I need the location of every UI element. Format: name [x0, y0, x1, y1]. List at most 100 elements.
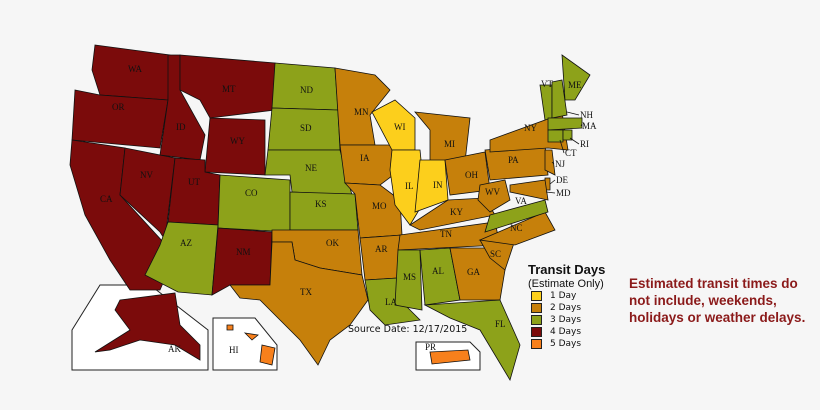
state-label: VT	[541, 79, 553, 89]
legend-swatch	[531, 291, 542, 301]
legend-subtitle: (Estimate Only)	[528, 278, 604, 290]
state-label: WI	[394, 122, 406, 132]
state-ri[interactable]	[562, 129, 573, 141]
state-label: NJ	[555, 159, 565, 169]
state-wv[interactable]	[477, 179, 511, 213]
state-label: NM	[236, 247, 251, 257]
state-ak[interactable]	[94, 292, 201, 361]
state-label: MS	[403, 272, 416, 282]
leader-line	[551, 161, 555, 165]
legend-label: 3 Days	[550, 315, 582, 325]
legend-title: Transit Days	[528, 262, 606, 277]
leader-line	[566, 111, 580, 116]
legend: Transit Days (Estimate Only) 1 Day 2 Days…	[528, 262, 605, 350]
legend-swatch	[531, 327, 542, 337]
state-label: RI	[580, 139, 589, 149]
state-nh[interactable]	[551, 79, 568, 119]
state-vt[interactable]	[539, 84, 553, 121]
state-label: KS	[315, 199, 327, 209]
state-fl[interactable]	[423, 299, 521, 381]
state-mi[interactable]	[414, 111, 471, 163]
state-label: WY	[230, 136, 245, 146]
state-label: IL	[405, 181, 414, 191]
legend-label: 1 Day	[550, 291, 577, 301]
state-label: TN	[440, 229, 452, 239]
state-label: CO	[245, 188, 258, 198]
state-label: VA	[515, 196, 527, 206]
leader-line	[549, 179, 556, 185]
legend-item: 4 Days	[531, 326, 605, 338]
state-label: NV	[140, 170, 153, 180]
legend-label: 2 Days	[550, 303, 582, 313]
state-label: ND	[300, 85, 313, 95]
state-label: SC	[490, 249, 501, 259]
state-ar[interactable]	[359, 234, 403, 281]
state-wi[interactable]	[371, 99, 416, 151]
state-pr[interactable]	[429, 349, 471, 365]
state-wy[interactable]	[204, 117, 266, 176]
state-nc[interactable]	[478, 211, 556, 246]
legend-label: 4 Days	[550, 327, 582, 337]
state-label: IN	[433, 180, 443, 190]
state-label: SD	[300, 123, 312, 133]
leader-line	[545, 191, 556, 194]
state-label: KY	[450, 207, 463, 217]
state-hi[interactable]	[259, 344, 276, 366]
state-label: ME	[568, 80, 582, 90]
state-label: PR	[425, 342, 436, 352]
state-label: OH	[465, 170, 478, 180]
state-label: NY	[524, 123, 537, 133]
state-me[interactable]	[561, 54, 591, 101]
state-label: LA	[385, 297, 397, 307]
state-label: ID	[176, 122, 186, 132]
state-label: OK	[326, 238, 339, 248]
state-ia[interactable]	[339, 144, 401, 186]
state-tx[interactable]	[229, 241, 369, 366]
state-label: NH	[580, 110, 593, 120]
state-label: AL	[432, 266, 444, 276]
state-ks[interactable]	[289, 191, 359, 231]
state-label: NC	[510, 223, 523, 233]
state-va[interactable]	[484, 199, 549, 233]
state-label: GA	[467, 267, 480, 277]
state-co[interactable]	[217, 174, 291, 233]
legend-swatch	[531, 315, 542, 325]
state-label: AK	[168, 344, 181, 354]
state-label: UT	[188, 177, 200, 187]
leader-line	[569, 137, 580, 145]
state-ms[interactable]	[394, 249, 423, 311]
state-label: DE	[556, 175, 568, 185]
state-or[interactable]	[71, 89, 169, 149]
state-label: MN	[354, 107, 369, 117]
state-label: MT	[222, 84, 236, 94]
state-label: AZ	[180, 238, 192, 248]
state-hi[interactable]	[226, 324, 234, 331]
legend-swatch	[531, 303, 542, 313]
source-date: Source Date: 12/17/2015	[348, 324, 468, 335]
state-label: WA	[128, 64, 142, 74]
state-nj[interactable]	[544, 149, 556, 176]
state-ma[interactable]	[547, 117, 583, 131]
state-md[interactable]	[509, 179, 549, 201]
legend-item: 1 Day	[531, 290, 605, 302]
state-nv[interactable]	[119, 147, 176, 242]
state-label: MD	[556, 188, 571, 198]
state-label: MO	[372, 201, 387, 211]
state-ct[interactable]	[547, 129, 564, 143]
state-label: FL	[495, 319, 506, 329]
state-label: CT	[565, 148, 577, 158]
state-label: MI	[444, 139, 455, 149]
leader-line	[580, 123, 583, 127]
state-label: AR	[375, 244, 388, 254]
state-label: MA	[582, 121, 597, 131]
state-label: OR	[112, 102, 125, 112]
state-hi[interactable]	[243, 332, 259, 341]
state-label: NE	[305, 163, 317, 173]
state-label: CA	[100, 194, 113, 204]
legend-swatch	[531, 339, 542, 349]
state-label: HI	[229, 345, 239, 355]
state-ga[interactable]	[449, 247, 506, 301]
state-label: IA	[360, 153, 370, 163]
